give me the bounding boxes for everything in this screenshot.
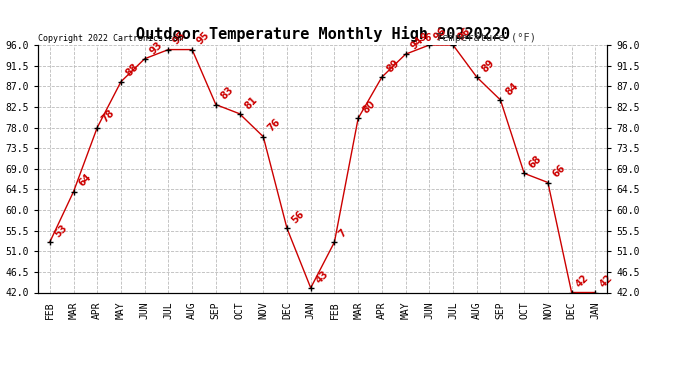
Text: 96: 96 [432, 26, 448, 42]
Text: Temperature (°F): Temperature (°F) [436, 33, 536, 42]
Text: 43: 43 [313, 268, 330, 285]
Text: 84: 84 [503, 81, 520, 97]
Text: 95: 95 [195, 30, 212, 47]
Text: 96: 96 [420, 33, 432, 42]
Text: 78: 78 [100, 108, 117, 125]
Text: Copyright 2022 Cartronics.com: Copyright 2022 Cartronics.com [38, 33, 183, 42]
Text: 96: 96 [456, 26, 473, 42]
Text: 68: 68 [527, 154, 544, 171]
Text: 93: 93 [148, 39, 164, 56]
Text: 66: 66 [551, 163, 567, 180]
Text: 64: 64 [77, 172, 93, 189]
Text: 94: 94 [408, 35, 425, 51]
Title: Outdoor Temperature Monthly High 20220220: Outdoor Temperature Monthly High 2022022… [135, 27, 510, 42]
Text: 42: 42 [574, 273, 591, 290]
Text: 81: 81 [242, 94, 259, 111]
Text: 83: 83 [219, 85, 235, 102]
Text: 88: 88 [124, 62, 141, 79]
Text: 89: 89 [384, 58, 402, 74]
Text: 76: 76 [266, 117, 283, 134]
Text: 53: 53 [52, 223, 69, 239]
Text: 56: 56 [290, 209, 306, 225]
Text: 80: 80 [361, 99, 377, 116]
Text: 89: 89 [480, 58, 496, 74]
Text: 95: 95 [171, 30, 188, 47]
Text: 7: 7 [337, 228, 349, 239]
Text: 42: 42 [598, 273, 615, 290]
